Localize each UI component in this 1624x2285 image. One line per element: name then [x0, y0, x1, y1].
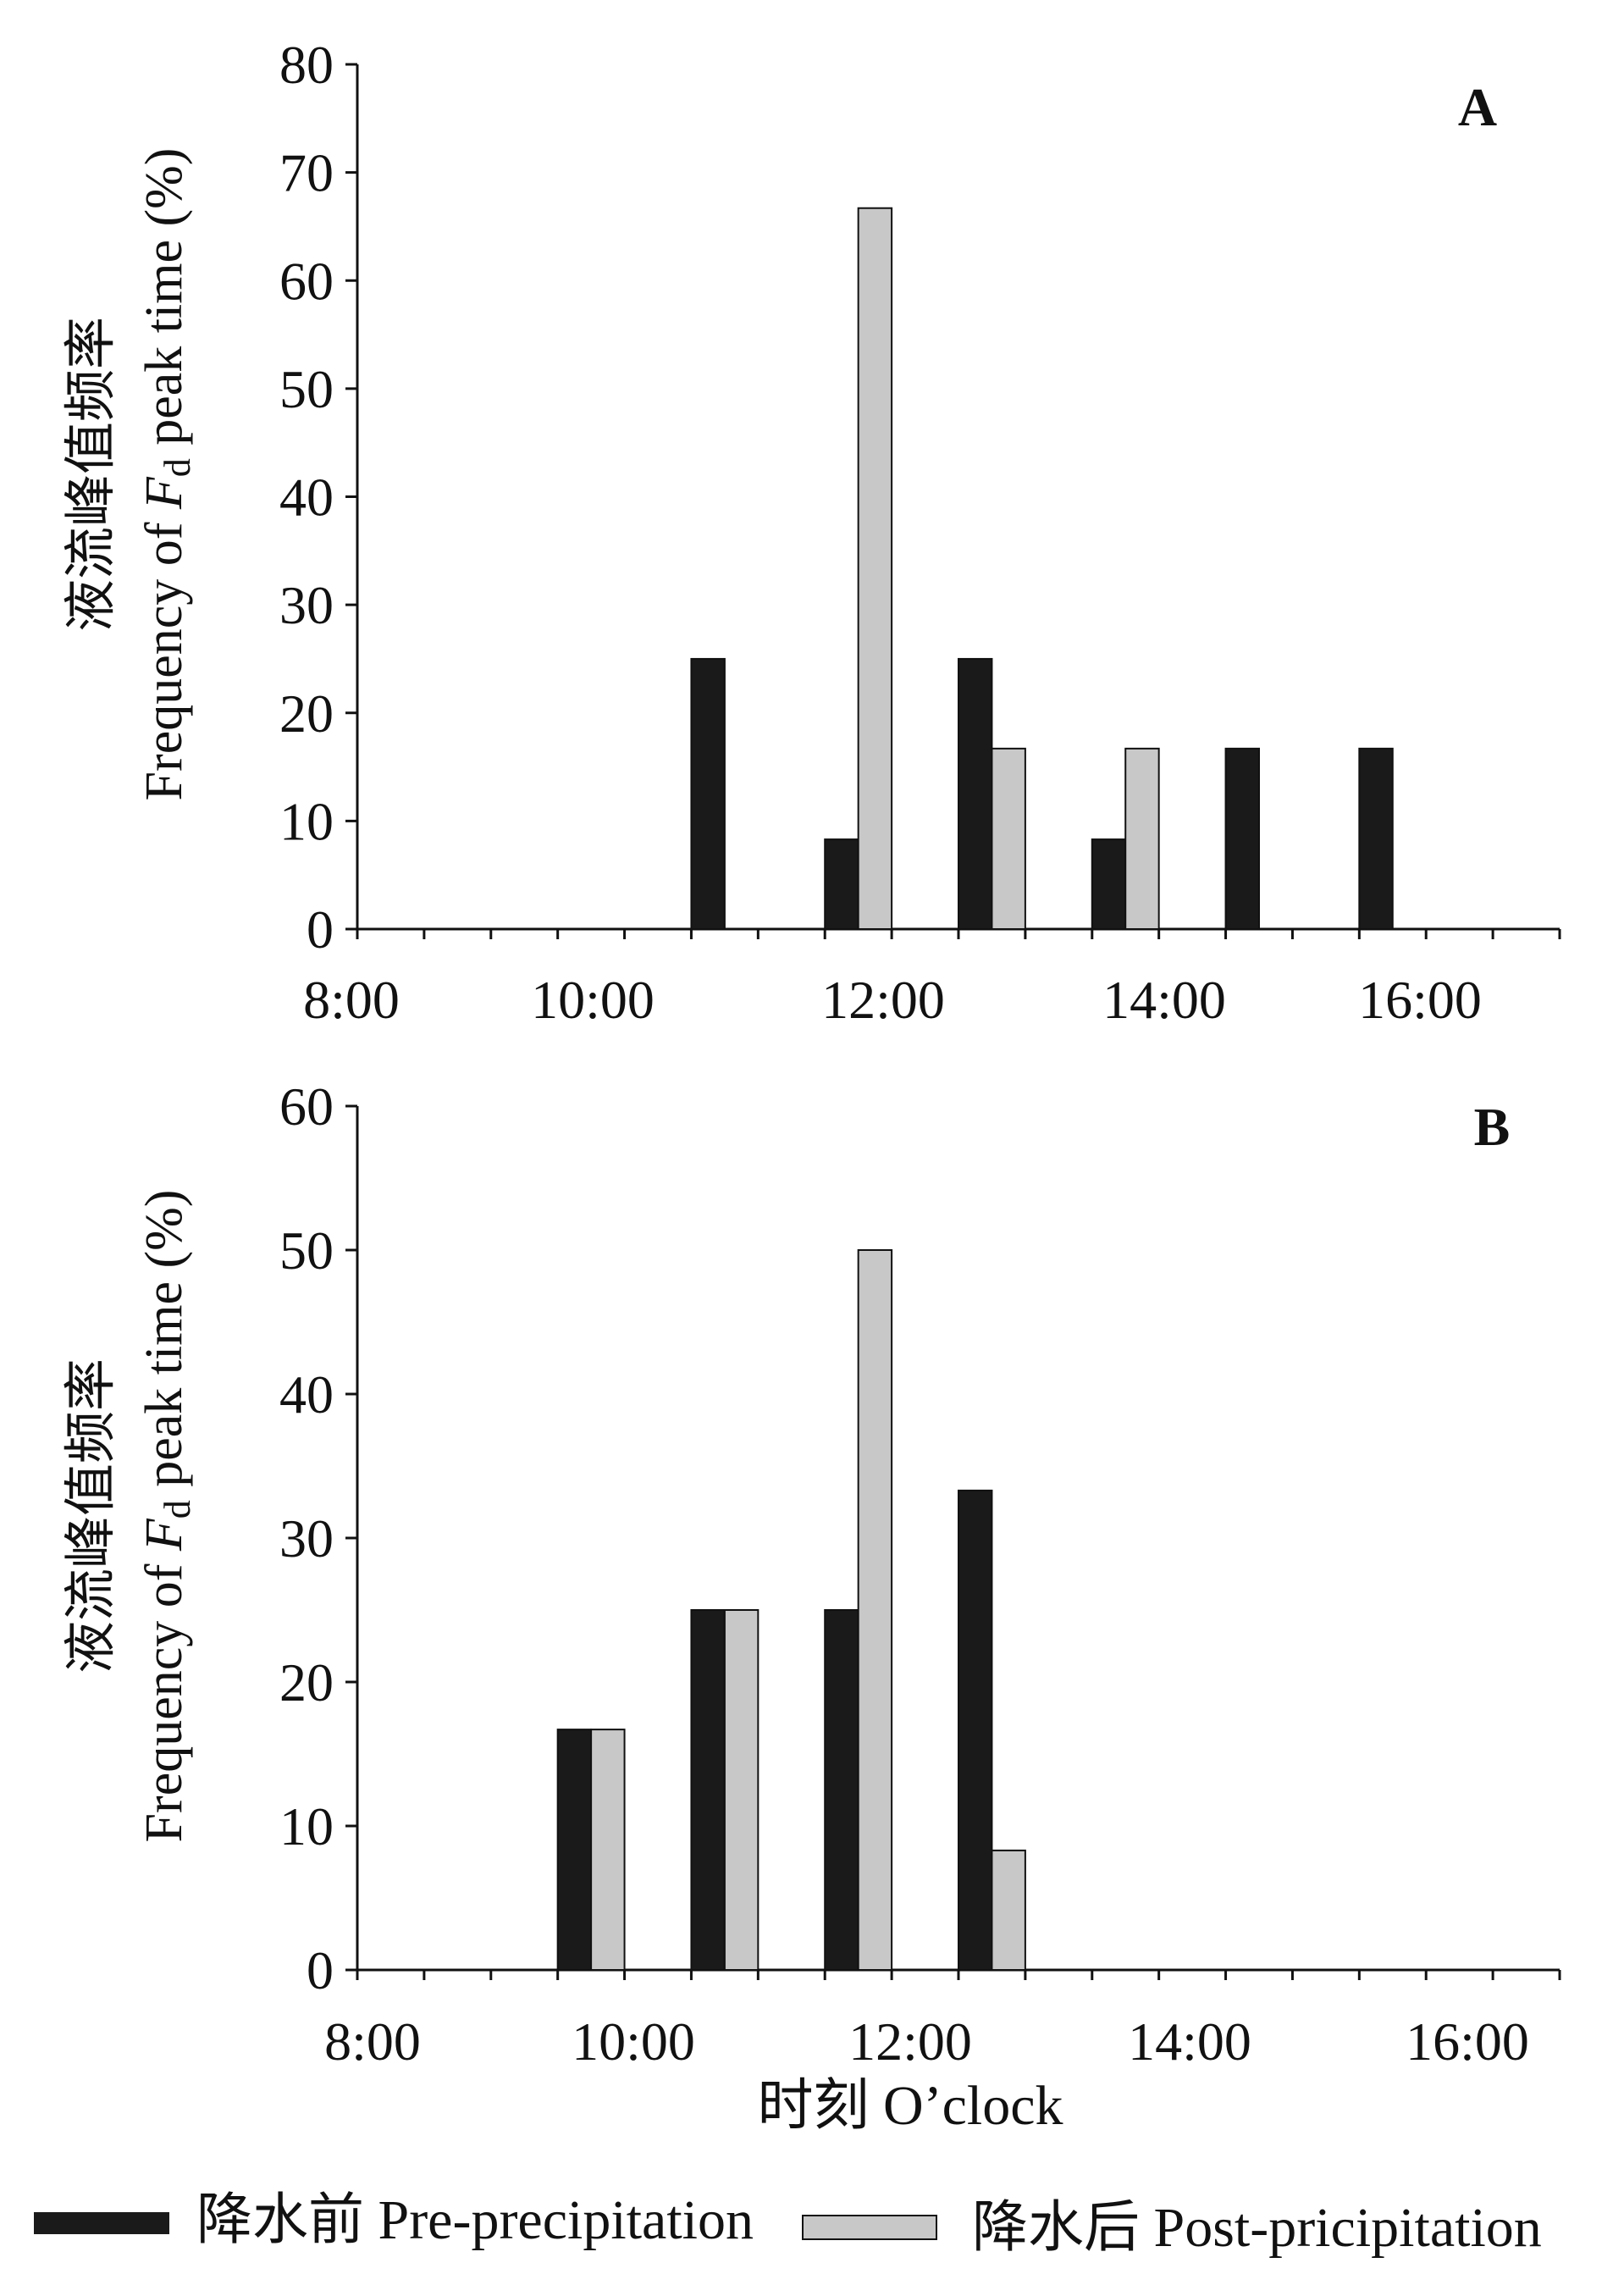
bar-pre-precipitation: [1091, 838, 1127, 930]
x-tick-label: 8:00: [303, 970, 400, 1030]
y-tick-label: 20: [279, 1652, 334, 1712]
bar-pre-precipitation: [1224, 747, 1260, 931]
bar-post-precipitation: [991, 1849, 1026, 1971]
y-tick-label: 40: [279, 1364, 334, 1425]
y-tick-label: 0: [307, 1940, 334, 2000]
legend-swatch-post: [802, 2215, 937, 2240]
y-axis-title-en: Frequency of Fd peak time (%): [135, 1190, 198, 1843]
bar-post-precipitation: [991, 747, 1026, 931]
bar-post-precipitation: [1124, 747, 1160, 931]
bar-pre-precipitation: [556, 1729, 593, 1971]
x-tick-label: 10:00: [531, 970, 655, 1030]
y-axis-title-cn: 液流峰值频率: [63, 317, 120, 632]
x-tick-label: 14:00: [1128, 2011, 1251, 2072]
y-tick-label: 50: [279, 1220, 334, 1281]
x-tick-label: 8:00: [324, 2011, 421, 2072]
legend-label-pre: 降水前 Pre-precipitation: [196, 2189, 754, 2251]
legend-swatch-pre: [34, 2212, 169, 2234]
panel-a-chart: 0 10 20 30 40 50 60 70 80 8:00 10:00 12:00 14:00 16:0…: [63, 35, 1561, 1030]
y-tick-label: 70: [279, 143, 334, 203]
x-tick-label: 10:00: [572, 2011, 695, 2072]
y-tick-label: 10: [279, 1796, 334, 1856]
x-tick-label: 12:00: [821, 970, 945, 1030]
panel-label: B: [1474, 1097, 1511, 1157]
x-tick-label: 12:00: [848, 2011, 972, 2072]
y-tick-label: 60: [279, 1076, 334, 1137]
y-tick-label: 30: [279, 575, 334, 635]
bar-pre-precipitation: [824, 838, 859, 930]
y-tick-label: 60: [279, 251, 334, 311]
y-tick-label: 30: [279, 1508, 334, 1569]
bar-pre-precipitation: [824, 1609, 859, 1971]
y-tick-label: 10: [279, 791, 334, 851]
y-tick-label: 40: [279, 468, 334, 528]
bar-post-precipitation: [857, 207, 893, 930]
bar-pre-precipitation: [958, 657, 993, 930]
y-tick-label: 20: [279, 683, 334, 744]
y-tick-label: 0: [307, 899, 334, 960]
bar-pre-precipitation: [690, 657, 726, 930]
bar-post-precipitation: [723, 1609, 760, 1971]
y-tick-label: 50: [279, 359, 334, 419]
bar-post-precipitation: [857, 1249, 893, 1971]
y-axis-title-en: Frequency of Fd peak time (%): [135, 148, 198, 801]
bar-post-precipitation: [590, 1729, 626, 1971]
x-tick-label: 14:00: [1102, 970, 1226, 1030]
bar-pre-precipitation: [690, 1609, 726, 1971]
panel-label: A: [1458, 77, 1497, 137]
x-tick-label: 16:00: [1406, 2011, 1529, 2072]
y-axis-title-cn: 液流峰值频率: [63, 1358, 120, 1674]
x-axis-title: 时刻 O’clock: [757, 2075, 1063, 2137]
legend-label-post: 降水后 Post-pricipitation: [972, 2197, 1542, 2259]
bar-pre-precipitation: [958, 1489, 993, 1971]
panel-b-chart: 0 10 20 30 40 50 60 8:00 10:00 12:00 14:00 16:00 B 液流…: [63, 1076, 1561, 2072]
legend: 降水前 Pre-precipitation 降水后 Post-pricipita…: [34, 2189, 1542, 2259]
y-tick-label: 80: [279, 35, 334, 95]
x-tick-label: 16:00: [1358, 970, 1482, 1030]
bar-pre-precipitation: [1358, 747, 1394, 931]
